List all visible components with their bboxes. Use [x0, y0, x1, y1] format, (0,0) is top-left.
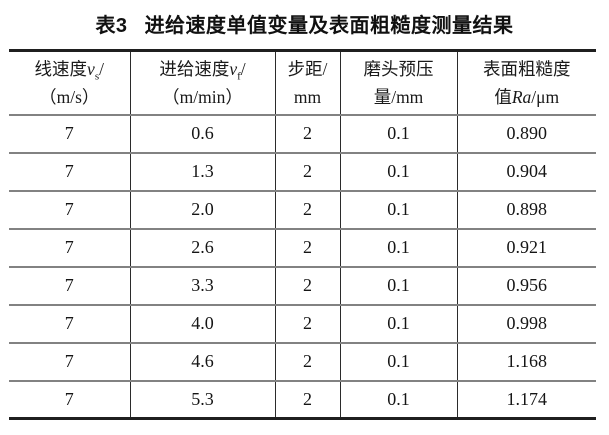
table-cell: 2	[274, 228, 340, 267]
table-cell: 2	[274, 380, 340, 419]
table-cell: 4.0	[129, 304, 275, 343]
table-caption-text: 进给速度单值变量及表面粗糙度测量结果	[144, 15, 514, 37]
table-body: 7 0.6 2 0.1 0.890 7 1.3 2 0.1 0.904 7 2.0 2 0.1 0.898 7…	[9, 114, 596, 419]
table-caption: 表3 进给速度单值变量及表面粗糙度测量结果	[0, 0, 609, 38]
table-cell: 0.890	[456, 114, 596, 153]
table-cell: 2.0	[129, 190, 275, 229]
table-cell: 2.6	[129, 228, 275, 267]
table-cell: 2	[274, 266, 340, 305]
table-cell: 0.1	[339, 342, 457, 381]
table-cell: 1.168	[456, 342, 596, 381]
table-cell: 0.1	[339, 228, 457, 267]
table-cell: 7	[64, 161, 74, 181]
table-cell: 0.956	[456, 266, 596, 305]
table-cell: 7	[64, 237, 74, 257]
table-cell: 7	[64, 275, 74, 295]
table-cell: 0.1	[339, 266, 457, 305]
table-caption-number: 表3	[95, 15, 128, 37]
table-cell: 2	[274, 190, 340, 229]
table-cell: 7	[64, 199, 74, 219]
column-header-head-preload: 磨头预压 量/mm	[339, 50, 457, 115]
table-row: 7 2.0 2 0.1 0.898	[9, 190, 596, 229]
table-row: 7 4.0 2 0.1 0.998	[9, 304, 596, 343]
table-cell: 2	[274, 114, 340, 153]
table-cell: 0.6	[129, 114, 275, 153]
table-cell: 7	[64, 388, 74, 409]
table-cell: 2	[274, 304, 340, 343]
column-header-step-distance: 步距/mm	[274, 50, 340, 115]
table-cell: 5.3	[129, 380, 275, 419]
table-cell: 4.6	[129, 342, 275, 381]
column-header-feed-speed: 进给速度vf/（m/min）	[129, 50, 275, 115]
table-cell: 7	[64, 351, 74, 371]
table-cell: 0.898	[456, 190, 596, 229]
table-row: 7 2.6 2 0.1 0.921	[9, 228, 596, 267]
table-cell: 2	[274, 152, 340, 191]
table-cell: 1.174	[456, 380, 596, 419]
column-header-linear-speed: 线速度vs/（m/s）	[34, 58, 104, 107]
table-cell: 7	[64, 313, 74, 333]
table-cell: 0.904	[456, 152, 596, 191]
table-cell: 3.3	[129, 266, 275, 305]
table-header: 线速度vs/（m/s） 进给速度vf/（m/min） 步距/mm 磨头预压 量/mm 表面…	[9, 50, 596, 115]
measurement-results-table: 线速度vs/（m/s） 进给速度vf/（m/min） 步距/mm 磨头预压 量/mm 表面…	[9, 49, 596, 420]
table-cell: 0.998	[456, 304, 596, 343]
table-cell: 0.1	[339, 380, 457, 419]
table-cell: 0.1	[339, 114, 457, 153]
table-cell: 2	[274, 342, 340, 381]
column-header-surface-roughness: 表面粗糙度 值Ra/μm	[456, 50, 596, 115]
table-row: 7 5.3 2 0.1 1.174	[9, 380, 596, 419]
table-row: 7 3.3 2 0.1 0.956	[9, 266, 596, 305]
table-cell: 0.921	[456, 228, 596, 267]
table-cell: 0.1	[339, 304, 457, 343]
table-cell: 0.1	[339, 190, 457, 229]
header-row: 线速度vs/（m/s） 进给速度vf/（m/min） 步距/mm 磨头预压 量/mm 表面…	[9, 50, 596, 115]
table-row: 7 1.3 2 0.1 0.904	[9, 152, 596, 191]
table-cell: 7	[64, 123, 74, 143]
table-row: 7 4.6 2 0.1 1.168	[9, 342, 596, 381]
table-cell: 0.1	[339, 152, 457, 191]
table-row: 7 0.6 2 0.1 0.890	[9, 114, 596, 153]
table-cell: 1.3	[129, 152, 275, 191]
